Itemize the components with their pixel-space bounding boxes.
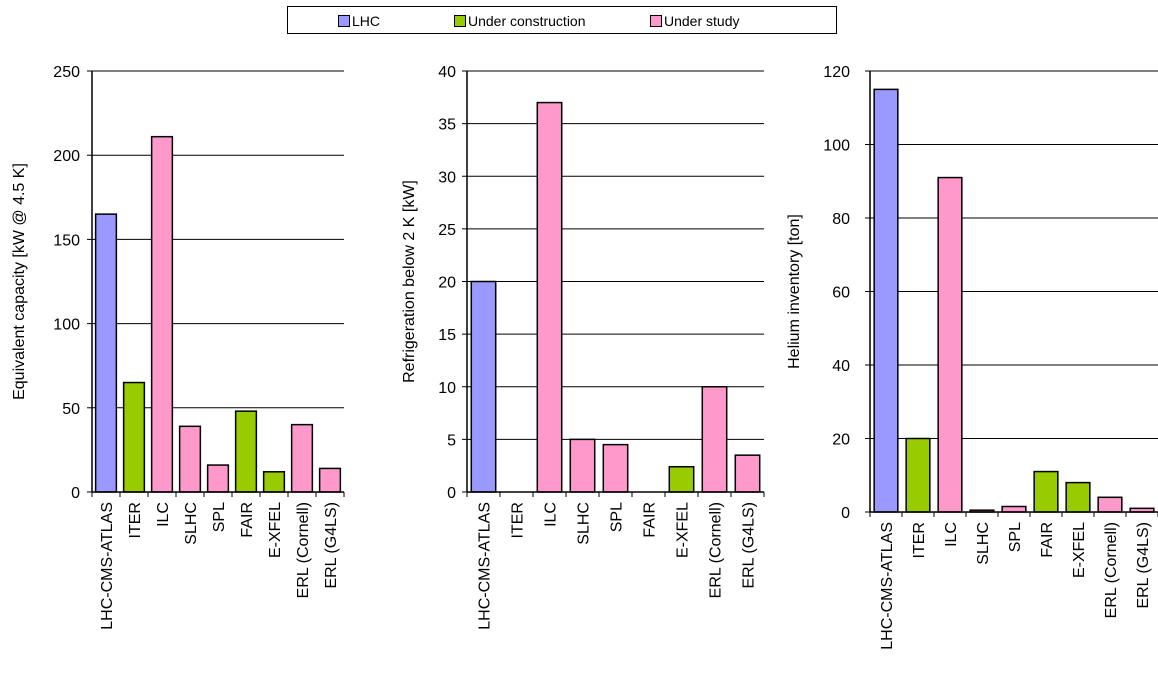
chart2-y-tick-label: 5: [447, 432, 456, 449]
chart3-y-axis-label: Helium inventory [ton]: [786, 214, 803, 369]
chart2-bar: [702, 387, 726, 492]
chart2-bar: [603, 445, 627, 492]
chart3-x-tick-label: SLHC: [975, 522, 992, 565]
chart2-bar: [669, 467, 693, 492]
chart1-y-tick-label: 0: [71, 485, 80, 502]
chart2-y-tick-label: 20: [438, 275, 456, 292]
chart1-bar: [236, 411, 257, 492]
chart1-x-tick-label: ITER: [127, 502, 144, 538]
chart3-x-tick-label: FAIR: [1039, 522, 1056, 558]
chart1-bar: [208, 465, 229, 492]
chart3-x-tick-label: ITER: [911, 522, 928, 558]
chart3-bar: [1098, 497, 1122, 512]
chart2-x-tick-label: ERL (G4LS): [741, 502, 758, 589]
chart3-bar: [1002, 506, 1026, 512]
chart1-y-tick-label: 250: [53, 64, 80, 81]
chart1-x-tick-label: ILC: [155, 502, 172, 527]
chart2-x-tick-label: LHC-CMS-ATLAS: [477, 502, 494, 630]
chart2-bar: [471, 282, 495, 493]
chart2-y-axis-label: Refrigeration below 2 K [kW]: [401, 180, 418, 383]
chart3-y-tick-label: 0: [841, 505, 850, 522]
chart3-y-tick-label: 40: [832, 358, 850, 375]
chart3-x-tick-label: ERL (Cornell): [1103, 522, 1120, 618]
chart3-x-tick-label: LHC-CMS-ATLAS: [879, 522, 896, 650]
chart2-x-tick-label: SLHC: [576, 502, 593, 545]
chart1-x-tick-label: ERL (Cornell): [295, 502, 312, 598]
chart3-bar: [1066, 483, 1090, 512]
chart3-y-tick-label: 20: [832, 432, 850, 449]
chart1-y-axis-label: Equivalent capacity [kW @ 4.5 K]: [11, 163, 28, 400]
chart2-y-tick-label: 35: [438, 117, 456, 134]
chart1-bar: [292, 425, 313, 492]
chart3-y-tick-label: 80: [832, 211, 850, 228]
chart3-bar: [938, 178, 962, 512]
chart1-y-tick-label: 150: [53, 232, 80, 249]
chart3-bar: [1034, 472, 1058, 512]
chart1-x-tick-label: E-XFEL: [267, 502, 284, 558]
chart3-x-tick-label: E-XFEL: [1071, 522, 1088, 578]
chart2-y-tick-label: 25: [438, 222, 456, 239]
chart1-bar: [180, 426, 201, 492]
chart3-bar: [906, 439, 930, 513]
chart2-y-tick-label: 10: [438, 380, 456, 397]
chart3-y-tick-label: 120: [823, 64, 850, 81]
chart1-x-tick-label: SLHC: [183, 502, 200, 545]
chart2-y-tick-label: 30: [438, 169, 456, 186]
chart1-x-tick-label: ERL (G4LS): [323, 502, 340, 589]
chart1-x-tick-label: SPL: [211, 502, 228, 532]
chart1-bar: [320, 468, 341, 492]
chart2-y-tick-label: 15: [438, 327, 456, 344]
chart2-x-tick-label: SPL: [609, 502, 626, 532]
chart3-bar: [874, 89, 898, 512]
chart2-x-tick-label: ILC: [543, 502, 560, 527]
chart3-x-tick-label: SPL: [1007, 522, 1024, 552]
chart1-y-tick-label: 100: [53, 317, 80, 334]
chart2-x-tick-label: E-XFEL: [675, 502, 692, 558]
chart1-x-tick-label: LHC-CMS-ATLAS: [99, 502, 116, 630]
chart1-bar: [264, 472, 285, 492]
chart2-bar: [570, 439, 594, 492]
chart3-y-tick-label: 100: [823, 138, 850, 155]
chart1-bar: [124, 383, 145, 492]
chart1-bar: [96, 214, 117, 492]
chart3-y-tick-label: 60: [832, 285, 850, 302]
chart2-y-tick-label: 0: [447, 485, 456, 502]
chart1-bar: [152, 137, 173, 492]
chart2-x-tick-label: ITER: [510, 502, 527, 538]
chart1-y-tick-label: 200: [53, 148, 80, 165]
chart2-x-tick-label: FAIR: [642, 502, 659, 538]
chart3-x-tick-label: ERL (G4LS): [1135, 522, 1152, 609]
chart2-bar: [735, 455, 759, 492]
chart1-x-tick-label: FAIR: [239, 502, 256, 538]
chart2-y-tick-label: 40: [438, 64, 456, 81]
chart2-x-tick-label: ERL (Cornell): [708, 502, 725, 598]
chart2-bar: [537, 103, 561, 492]
chart1-y-tick-label: 50: [62, 401, 80, 418]
chart3-x-tick-label: ILC: [943, 522, 960, 547]
